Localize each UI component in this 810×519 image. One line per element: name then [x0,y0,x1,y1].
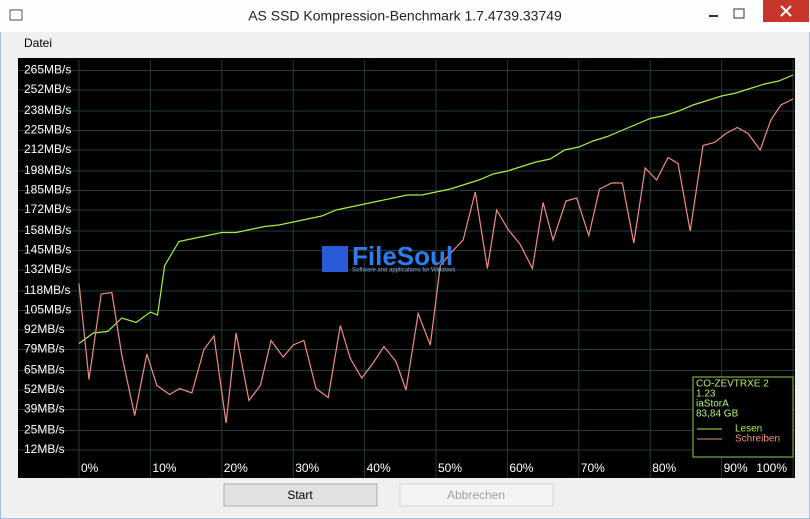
x-tick-label: 10% [152,461,176,475]
y-tick-label: 225MB/s [24,123,71,137]
close-icon[interactable] [780,5,792,17]
x-tick-label: 0% [81,461,99,475]
watermark-subtitle: Software and applications for Windows [352,268,455,274]
y-tick-label: 145MB/s [24,243,71,257]
legend-label: Lesen [735,424,762,435]
data-line [78,74,794,344]
window-title: AS SSD Kompression-Benchmark 1.7.4739.33… [248,8,562,24]
plot-background [18,58,795,478]
menu-item[interactable]: Datei [24,36,52,50]
watermark-logo [322,246,348,272]
y-tick-label: 39MB/s [24,402,65,416]
watermark: FileSoul Software and applications for W… [322,241,455,274]
y-tick-label: 172MB/s [24,202,71,216]
y-tick-label: 185MB/s [24,183,71,197]
chart: 265MB/s 252MB/s 238MB/s 225MB/s 212MB/s 198MB… [18,60,795,478]
data-line [78,98,794,424]
x-tick-label: 70% [581,461,605,475]
cancel-button [399,483,554,507]
y-tick-label: 12MB/s [24,442,65,456]
y-tick-label: 158MB/s [24,223,71,237]
x-tick-label: 100% [756,461,787,475]
y-tick-label: 252MB/s [24,82,71,96]
x-tick-label: 40% [367,461,391,475]
title-bar [0,0,810,32]
y-tick-label: 79MB/s [24,342,65,356]
x-tick-label: 80% [652,461,676,475]
info-text: 83,84 GB [696,409,739,420]
info-text: CO-ZEVTRXE 2 [696,379,769,390]
x-tick-label: 30% [295,461,319,475]
legend-label: Schreiben [735,434,780,445]
app-icon [9,9,23,21]
y-tick-label: 25MB/s [24,423,65,437]
y-tick-label: 65MB/s [24,363,65,377]
info-box [692,376,794,458]
info-text: iaStorA [696,399,729,410]
start-button-label[interactable]: Start [287,488,313,502]
x-tick-label: 50% [438,461,462,475]
y-tick-label: 198MB/s [24,163,71,177]
y-tick-label: 132MB/s [24,262,71,276]
close-button[interactable] [763,0,809,22]
cancel-button-label: Abbrechen [447,488,505,502]
maximize-button[interactable] [733,8,745,19]
x-tick-label: 60% [509,461,533,475]
start-button[interactable] [223,483,378,507]
y-tick-label: 52MB/s [24,382,65,396]
x-tick-label: 90% [724,461,748,475]
watermark-title: FileSoul [352,241,453,271]
y-tick-label: 92MB/s [24,322,65,336]
x-tick-label: 20% [224,461,248,475]
y-tick-label: 238MB/s [24,103,71,117]
y-tick-label: 265MB/s [24,63,71,77]
y-tick-label: 212MB/s [24,142,71,156]
y-tick-label: 105MB/s [24,303,71,317]
y-tick-label: 118MB/s [24,283,70,297]
info-text: 1.23 [696,389,716,400]
